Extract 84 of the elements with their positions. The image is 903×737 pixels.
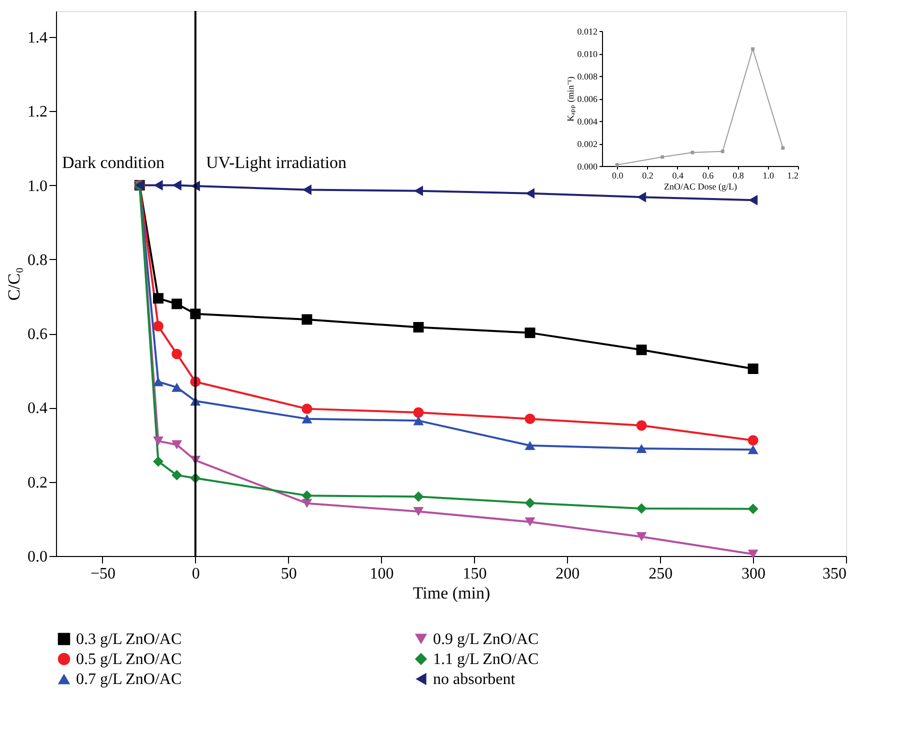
legend-label: 0.3 g/L ZnO/AC <box>76 631 182 648</box>
x-tick-label: 150 <box>462 566 487 582</box>
point <box>172 180 182 190</box>
y-tick-label: 0.6 <box>28 326 48 344</box>
point <box>636 420 647 431</box>
x-tick-label: 300 <box>742 566 766 582</box>
point <box>172 348 182 360</box>
point <box>636 444 647 454</box>
y-tick-label: 0.002 <box>577 139 598 149</box>
point <box>525 188 535 199</box>
legend-label: 1.1 g/L ZnO/AC <box>433 651 539 668</box>
point <box>302 414 312 424</box>
point <box>413 506 424 516</box>
x-tick-label: 0.8 <box>732 170 744 180</box>
y-tick-label: 0.4 <box>28 400 48 418</box>
point <box>302 184 312 195</box>
x-tick-label: 0.4 <box>672 170 684 180</box>
y-tick-label: 0.0 <box>28 548 48 566</box>
point <box>302 314 312 325</box>
point <box>152 320 164 332</box>
point <box>413 407 424 418</box>
y-tick-label: 1.2 <box>28 104 48 121</box>
point <box>152 377 164 386</box>
x-axis-title: Time (min) <box>412 584 490 602</box>
y-tick-label: 0.8 <box>28 252 48 269</box>
point <box>172 382 182 392</box>
annotation: UV-Light irradiation <box>206 153 348 172</box>
x-tick-label: −50 <box>90 566 116 582</box>
point <box>414 186 424 196</box>
y-tick-label: 0.012 <box>577 26 598 36</box>
annotation: Dark condition <box>62 153 165 172</box>
point <box>615 163 619 167</box>
y-tick-label: 0.004 <box>577 116 598 126</box>
point <box>748 435 758 446</box>
point <box>172 470 182 480</box>
point <box>413 322 424 332</box>
y-axis-title: Kₐₚₚ (min⁻¹) <box>565 76 576 122</box>
y-axis-title: C/C₀ <box>4 267 24 301</box>
x-tick-label: 50 <box>280 566 297 582</box>
x-tick-label: 1.2 <box>787 170 798 180</box>
point <box>524 517 536 526</box>
x-tick-label: 0.0 <box>612 170 624 180</box>
point <box>748 194 758 206</box>
legend-label: 0.5 g/L ZnO/AC <box>76 651 182 668</box>
point <box>172 440 182 450</box>
x-tick-label: 0.6 <box>702 170 714 180</box>
point <box>172 298 182 310</box>
point <box>302 490 312 501</box>
point <box>748 550 758 559</box>
x-tick-label: 1.0 <box>762 170 774 180</box>
x-tick-label: 0.2 <box>642 170 654 180</box>
x-tick-label: 200 <box>556 566 580 582</box>
y-tick-label: 0.008 <box>577 72 598 82</box>
point <box>636 344 647 356</box>
x-tick-label: 350 <box>822 566 846 582</box>
point <box>720 150 724 154</box>
x-tick-label: 100 <box>370 566 394 582</box>
point <box>302 404 312 414</box>
legend-label: 0.7 g/L ZnO/AC <box>76 671 182 688</box>
point <box>524 498 536 508</box>
y-tick-label: 0.2 <box>28 474 48 492</box>
point <box>748 445 758 454</box>
y-tick-label: 0.006 <box>577 94 598 104</box>
point <box>524 414 536 424</box>
point <box>636 532 647 542</box>
point <box>636 503 647 514</box>
x-axis-title: ZnO/AC Dose (g/L) <box>664 182 737 192</box>
point <box>748 364 758 374</box>
point <box>152 456 164 467</box>
legend-label: no absorbent <box>433 671 516 688</box>
y-tick-label: 0.000 <box>577 162 598 172</box>
point <box>152 293 164 304</box>
point <box>154 180 163 190</box>
y-tick-label: 0.010 <box>577 49 598 59</box>
point <box>524 328 536 338</box>
point <box>524 440 536 450</box>
point <box>413 416 424 426</box>
x-tick-label: 250 <box>648 566 673 582</box>
point <box>748 504 758 514</box>
legend-label: 0.9 g/L ZnO/AC <box>433 631 539 648</box>
y-tick-label: 1.4 <box>28 29 48 46</box>
x-tick-label: 0 <box>192 566 200 582</box>
point <box>152 436 164 446</box>
point <box>413 491 424 502</box>
